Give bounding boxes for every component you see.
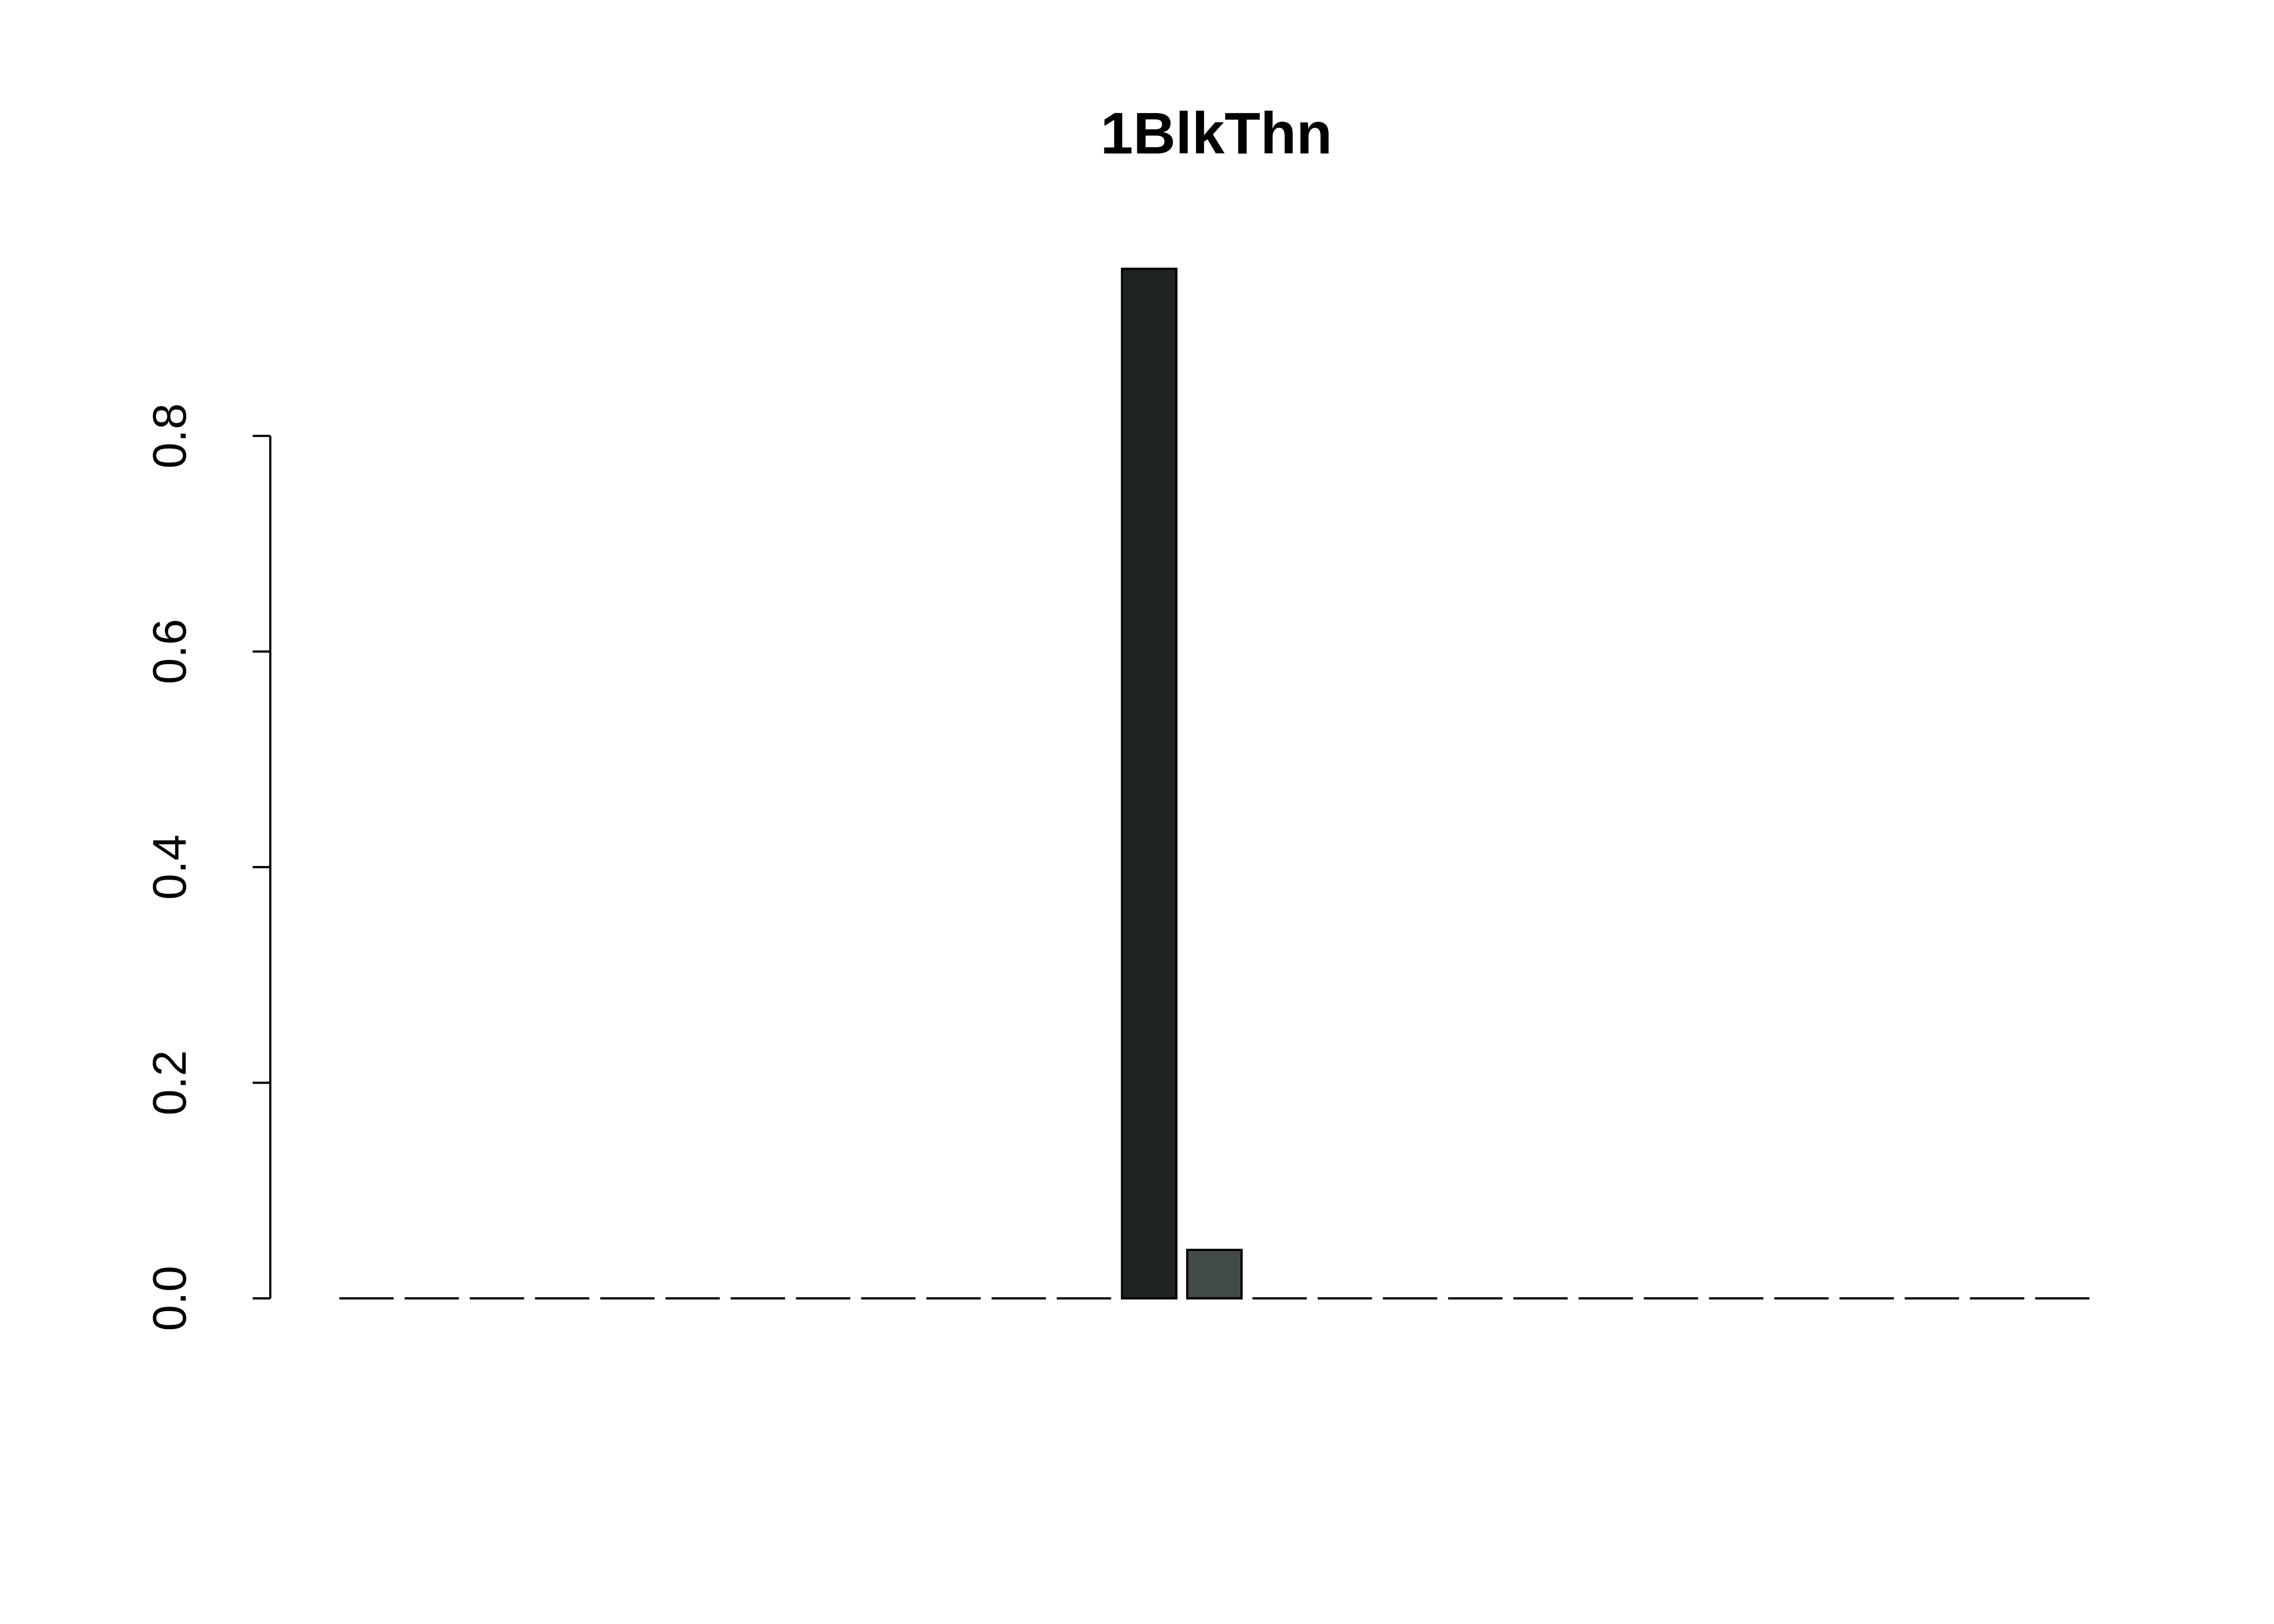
y-tick-label: 0.0 bbox=[143, 1266, 196, 1331]
y-tick-label: 0.2 bbox=[143, 1050, 196, 1116]
y-tick-label: 0.8 bbox=[143, 403, 196, 469]
chart-title: 1BlkThn bbox=[1100, 101, 1332, 166]
bar bbox=[1121, 267, 1178, 1300]
y-tick-label: 0.6 bbox=[143, 619, 196, 684]
y-tick-label: 0.4 bbox=[143, 835, 196, 900]
bar bbox=[1186, 1248, 1243, 1300]
